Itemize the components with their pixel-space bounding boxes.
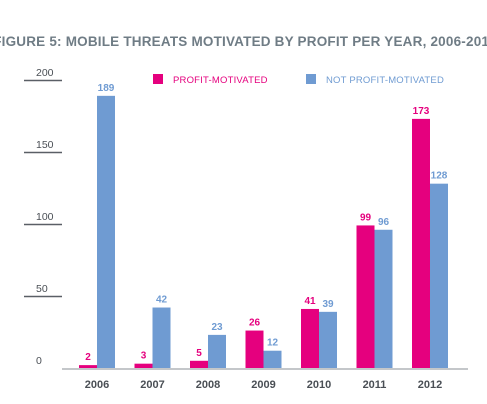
chart-title: FIGURE 5: MOBILE THREATS MOTIVATED BY PR… (0, 34, 487, 49)
y-tick-label: 100 (36, 211, 54, 223)
data-label: 26 (249, 318, 261, 329)
legend-label: PROFIT-MOTIVATED (173, 75, 268, 86)
y-tick-label: 150 (36, 139, 54, 151)
bar (134, 363, 153, 368)
x-tick-label: 2007 (140, 379, 164, 391)
legend-swatch (306, 74, 316, 84)
bar (208, 334, 226, 368)
data-label: 2 (85, 352, 91, 363)
bar (190, 360, 208, 368)
bar (430, 183, 448, 368)
x-tick-label: 2011 (363, 379, 387, 391)
x-tick-label: 2008 (196, 379, 220, 391)
bar (245, 330, 264, 368)
data-label: 5 (196, 348, 202, 359)
data-label: 96 (378, 217, 390, 228)
bar (152, 307, 171, 368)
bar (263, 350, 282, 368)
data-label: 41 (304, 296, 316, 307)
legend: PROFIT-MOTIVATED NOT PROFIT-MOTIVATED (153, 74, 444, 86)
legend-swatch (153, 74, 163, 84)
data-label: 12 (267, 338, 279, 349)
x-tick-label: 2009 (251, 379, 275, 391)
y-tick-label: 50 (36, 283, 48, 295)
data-label: 99 (360, 212, 372, 223)
y-tick-label: 0 (36, 355, 42, 367)
data-label: 173 (413, 106, 430, 117)
x-tick-label: 2006 (85, 379, 109, 391)
y-tick-label: 200 (36, 67, 54, 79)
data-label: 128 (431, 171, 448, 182)
data-label: 23 (211, 322, 223, 333)
data-label: 42 (156, 295, 168, 306)
x-tick-label: 2010 (307, 379, 331, 391)
bar (97, 95, 115, 368)
data-label: 189 (98, 83, 115, 94)
data-label: 3 (141, 351, 147, 362)
bar (319, 311, 337, 368)
bar (356, 225, 375, 368)
data-label: 39 (322, 299, 334, 310)
x-axis: 2006 2007 2008 2009 2010 2011 2012 (62, 368, 468, 391)
y-axis: 0 50 100 150 200 (24, 67, 62, 367)
bars: 2 189 3 42 5 23 26 12 41 39 99 96 173 128 (79, 83, 448, 368)
x-tick-label: 2012 (418, 379, 442, 391)
bar (374, 229, 393, 368)
bar (301, 308, 319, 368)
legend-label: NOT PROFIT-MOTIVATED (326, 75, 444, 86)
bar (79, 365, 97, 368)
bar (412, 118, 430, 368)
